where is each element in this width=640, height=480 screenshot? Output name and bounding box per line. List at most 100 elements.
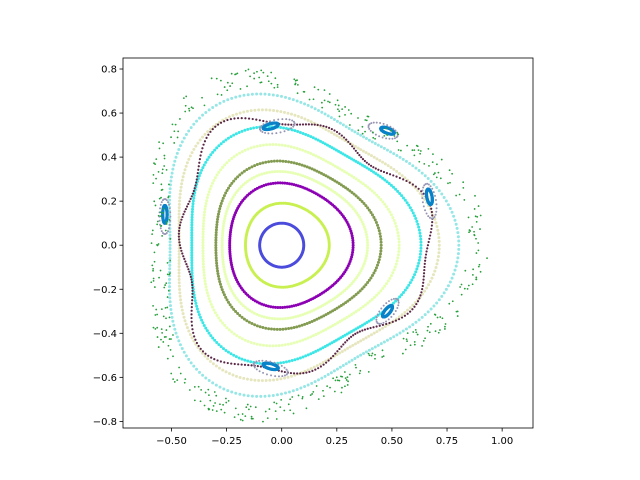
point bbox=[411, 164, 415, 168]
point bbox=[228, 245, 232, 249]
point bbox=[414, 166, 418, 170]
point bbox=[329, 325, 333, 329]
point bbox=[274, 344, 278, 348]
point bbox=[262, 420, 264, 423]
point bbox=[278, 181, 282, 185]
point bbox=[232, 155, 236, 159]
point bbox=[296, 314, 300, 318]
y-tick-label: 0.8 bbox=[101, 65, 117, 76]
point bbox=[369, 210, 373, 214]
point bbox=[386, 134, 389, 136]
point bbox=[379, 342, 383, 346]
point bbox=[372, 215, 376, 219]
point bbox=[382, 340, 386, 344]
point bbox=[352, 192, 356, 196]
point bbox=[423, 262, 426, 265]
point bbox=[280, 398, 283, 401]
point bbox=[367, 138, 371, 142]
point bbox=[408, 306, 412, 310]
point bbox=[260, 69, 263, 72]
point bbox=[291, 171, 295, 175]
point bbox=[223, 217, 227, 221]
point bbox=[427, 240, 430, 244]
point bbox=[434, 221, 438, 225]
point bbox=[247, 363, 250, 367]
point bbox=[390, 315, 393, 318]
point bbox=[283, 409, 286, 412]
point bbox=[364, 137, 368, 141]
point bbox=[217, 144, 221, 148]
point bbox=[392, 268, 396, 272]
point bbox=[202, 163, 206, 167]
point bbox=[223, 86, 226, 88]
point bbox=[282, 126, 286, 130]
point bbox=[335, 367, 339, 371]
point bbox=[442, 291, 446, 295]
point bbox=[338, 121, 342, 125]
point bbox=[240, 357, 244, 361]
curve-11 bbox=[379, 125, 396, 136]
point bbox=[421, 345, 423, 347]
point bbox=[180, 305, 184, 309]
point bbox=[202, 219, 206, 223]
point bbox=[218, 385, 222, 389]
point bbox=[286, 342, 290, 346]
point bbox=[183, 381, 186, 384]
point bbox=[321, 361, 325, 365]
point bbox=[174, 331, 178, 335]
point bbox=[311, 136, 315, 140]
point bbox=[294, 172, 298, 176]
point bbox=[385, 137, 388, 140]
point bbox=[175, 151, 179, 155]
point bbox=[390, 298, 393, 301]
point bbox=[160, 183, 163, 186]
point bbox=[208, 299, 212, 303]
point bbox=[224, 370, 228, 374]
point bbox=[312, 390, 315, 393]
point bbox=[246, 127, 250, 131]
point bbox=[374, 133, 377, 136]
point bbox=[396, 189, 400, 193]
point bbox=[203, 282, 207, 286]
point bbox=[346, 376, 349, 379]
point bbox=[203, 104, 206, 107]
point bbox=[187, 329, 191, 333]
point bbox=[354, 363, 357, 366]
point bbox=[178, 343, 182, 347]
point bbox=[352, 147, 356, 150]
point bbox=[257, 108, 261, 112]
x-tick-label: −0.25 bbox=[211, 436, 242, 447]
point bbox=[201, 262, 205, 266]
point bbox=[421, 197, 424, 200]
point bbox=[190, 246, 194, 250]
point bbox=[277, 344, 281, 348]
point bbox=[344, 186, 348, 190]
point bbox=[345, 171, 349, 175]
point bbox=[214, 259, 218, 263]
point bbox=[190, 243, 194, 247]
point bbox=[152, 279, 155, 282]
point bbox=[192, 193, 196, 197]
point bbox=[305, 311, 309, 315]
point bbox=[189, 197, 192, 200]
point bbox=[314, 332, 318, 336]
point bbox=[226, 280, 230, 284]
point bbox=[226, 389, 230, 393]
point bbox=[199, 154, 202, 157]
point bbox=[321, 106, 324, 109]
point bbox=[211, 381, 215, 385]
point bbox=[292, 161, 296, 165]
point bbox=[435, 262, 439, 266]
point bbox=[454, 222, 458, 226]
point bbox=[454, 264, 458, 268]
point bbox=[258, 359, 261, 362]
point bbox=[296, 83, 299, 86]
point bbox=[348, 298, 352, 302]
point bbox=[152, 269, 154, 272]
point bbox=[169, 259, 172, 262]
point bbox=[215, 264, 219, 268]
point bbox=[419, 243, 423, 247]
point bbox=[192, 196, 196, 200]
point bbox=[396, 140, 399, 143]
point bbox=[375, 157, 379, 161]
